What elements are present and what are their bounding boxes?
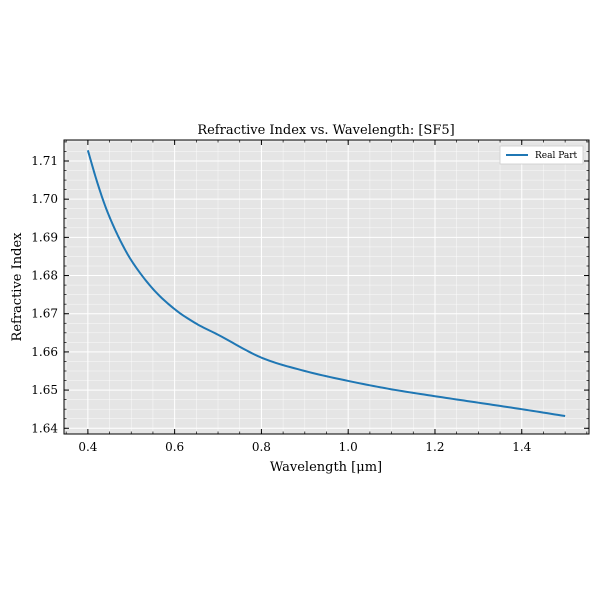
x-tick-label: 1.4 [512, 440, 531, 454]
y-axis-label: Refractive Index [10, 232, 25, 342]
y-tick-label: 1.66 [31, 345, 58, 359]
y-tick-label: 1.70 [31, 192, 58, 206]
y-tick-label: 1.69 [31, 230, 58, 244]
tick-labels: 0.4 0.6 0.8 1.0 1.2 1.4 1.64 1.65 1.66 1.67 1.68 1.… [31, 154, 531, 454]
x-tick-label: 0.6 [165, 440, 184, 454]
x-tick-label: 0.8 [252, 440, 271, 454]
x-axis-label: Wavelength [μm] [270, 460, 382, 475]
grid-lines [64, 140, 589, 434]
chart-title: Refractive Index vs. Wavelength: [SF5] [197, 123, 454, 138]
y-tick-label: 1.67 [31, 307, 58, 321]
x-tick-label: 1.0 [339, 440, 358, 454]
series-layer [86, 150, 566, 418]
plot-frame [63, 139, 590, 435]
x-tick-label: 0.4 [78, 440, 97, 454]
y-tick-label: 1.64 [31, 421, 58, 435]
y-tick-label: 1.68 [31, 269, 58, 283]
y-tick-label: 1.71 [31, 154, 58, 168]
legend-label: Real Part [535, 151, 578, 161]
legend: Real Part [499, 145, 584, 165]
series-line-real-part [86, 150, 566, 418]
y-tick-label: 1.65 [31, 383, 58, 397]
legend-box [499, 145, 584, 165]
x-tick-label: 1.2 [425, 440, 444, 454]
